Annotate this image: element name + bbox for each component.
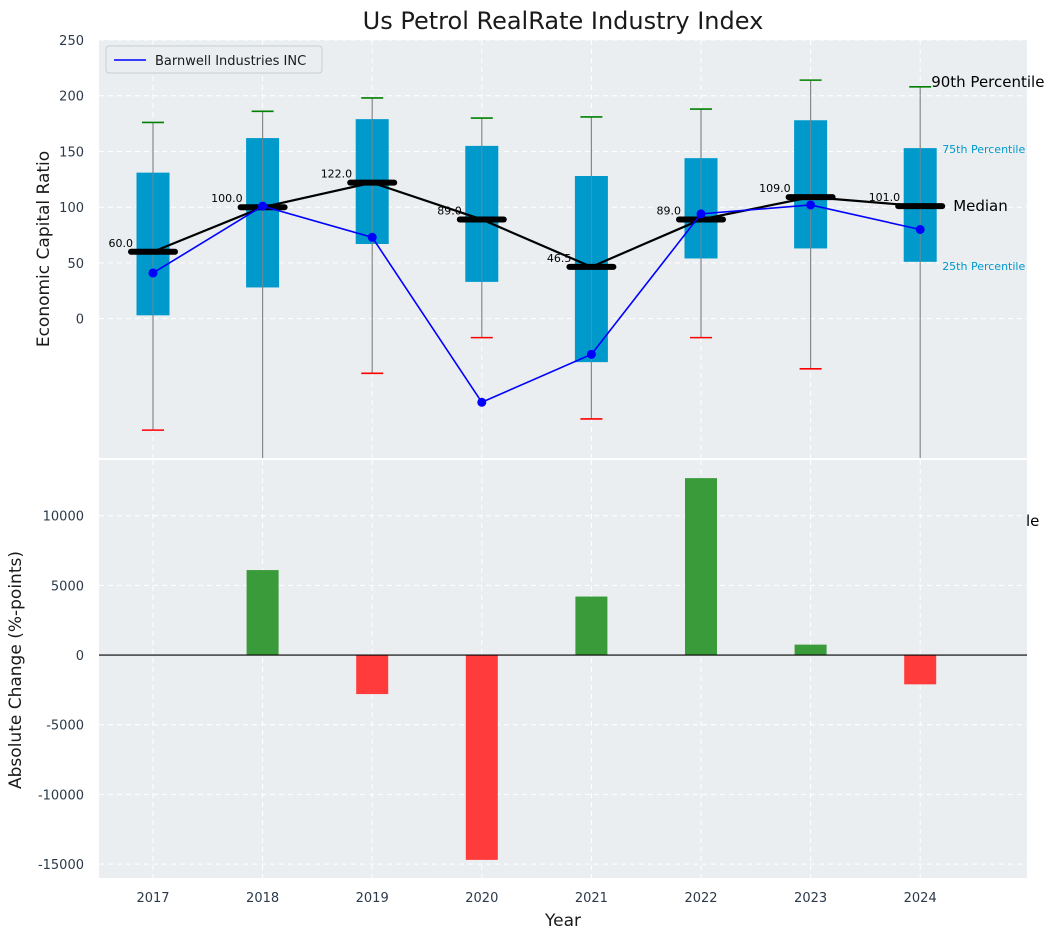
chart-title: Us Petrol RealRate Industry Index	[363, 7, 764, 35]
x-tick-label: 2022	[684, 891, 717, 906]
median-value-label: 100.0	[211, 192, 243, 205]
bottom-y-tick-label: 10000	[43, 510, 84, 525]
bottom-y-axis-label: Absolute Change (%-points)	[6, 551, 26, 789]
top-y-tick-label: 150	[59, 145, 84, 160]
series-point	[477, 397, 487, 407]
series-point	[696, 209, 706, 219]
series-point	[806, 200, 816, 210]
median-trend-line	[152, 181, 921, 269]
x-tick-label: 2019	[356, 891, 389, 906]
top-y-tick-label: 250	[59, 34, 84, 49]
x-ticks: 2017 2018 2019 2020 2021 2022 2023 2024	[136, 891, 936, 906]
median-value-label: 109.0	[759, 182, 791, 195]
median-value-label: 122.0	[321, 168, 353, 181]
series-point	[258, 201, 268, 211]
x-tick-label: 2021	[575, 891, 608, 906]
legend: Barnwell Industries INC	[105, 45, 323, 74]
change-bar	[685, 478, 717, 656]
median-value-label: 60.0	[109, 237, 134, 250]
series-point	[367, 232, 377, 242]
median-value-label: 89.0	[657, 204, 682, 217]
x-tick-label: 2020	[465, 891, 498, 906]
x-tick-label: 2018	[246, 891, 279, 906]
x-tick-label: 2023	[794, 891, 827, 906]
median-annotation: Median	[953, 197, 1008, 215]
bottom-y-tick-label: 5000	[51, 579, 84, 594]
top-y-tick-label: 100	[59, 201, 84, 216]
bottom-plot-area	[99, 460, 1027, 878]
change-bar	[794, 644, 827, 656]
median-value-label: 101.0	[869, 191, 901, 204]
median-line-group	[152, 181, 921, 269]
bottom-y-ticks: -15000 -10000 -5000 0 5000 10000	[38, 510, 84, 873]
top-y-tick-label: 0	[76, 313, 84, 328]
change-bar	[356, 655, 389, 695]
legend-box	[105, 45, 323, 74]
x-axis-label: Year	[544, 911, 581, 931]
change-bar	[246, 570, 279, 656]
p75-annotation: 75th Percentile	[942, 143, 1025, 156]
top-y-axis-label: Economic Capital Ratio	[34, 151, 54, 347]
company-series	[148, 200, 925, 407]
percentile-annotations: 90th Percentile 75th Percentile Median 25th…	[931, 73, 1044, 273]
series-line	[152, 204, 921, 404]
p90-annotation: 90th Percentile	[931, 73, 1044, 91]
top-plot-area	[99, 40, 1027, 458]
x-tick-label: 2017	[136, 891, 169, 906]
series-point	[915, 224, 925, 234]
change-bar	[465, 655, 498, 860]
series-point	[148, 268, 158, 278]
bottom-y-tick-label: -15000	[38, 858, 84, 873]
bottom-y-tick-label: -5000	[46, 719, 84, 734]
bottom-y-tick-label: 0	[76, 649, 84, 664]
top-y-ticks: 0 50 100 150 200 250	[59, 34, 84, 328]
bottom-y-tick-label: -10000	[38, 788, 84, 803]
top-y-tick-label: 50	[67, 257, 84, 272]
clipped-annotation-text: le	[1026, 512, 1039, 530]
change-bar	[575, 596, 608, 656]
series-point	[586, 349, 596, 359]
p25-annotation: 25th Percentile	[942, 260, 1025, 273]
legend-label: Barnwell Industries INC	[155, 54, 306, 69]
top-y-tick-label: 200	[59, 90, 84, 105]
change-bar	[904, 655, 937, 685]
x-tick-label: 2024	[904, 891, 937, 906]
change-bars	[99, 478, 1027, 860]
